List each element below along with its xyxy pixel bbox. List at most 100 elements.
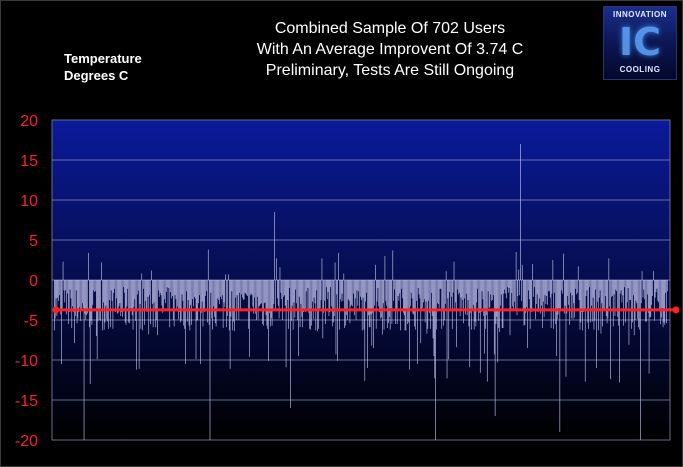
bar — [214, 280, 216, 324]
bar — [194, 280, 196, 299]
bar — [122, 280, 123, 317]
bar — [514, 280, 516, 309]
bar — [642, 280, 644, 298]
bar — [546, 280, 548, 296]
bar — [396, 280, 398, 324]
bar — [81, 280, 83, 304]
bar — [425, 280, 427, 302]
bar — [548, 280, 549, 292]
bar — [405, 280, 407, 331]
bar — [160, 280, 162, 296]
bar — [615, 280, 617, 290]
average-line-start-marker — [52, 306, 60, 314]
bar — [170, 280, 171, 292]
average-line-group — [52, 306, 680, 314]
bar — [356, 280, 358, 291]
bar — [517, 280, 519, 296]
bar — [569, 280, 570, 325]
bar — [626, 280, 627, 312]
bar — [157, 280, 158, 336]
bar — [339, 280, 340, 330]
bar — [479, 280, 480, 313]
bar — [529, 280, 531, 329]
bar — [353, 280, 354, 294]
bar — [533, 280, 534, 297]
bar — [142, 280, 143, 331]
bar — [377, 280, 379, 288]
bar — [537, 280, 539, 312]
bar — [192, 280, 193, 300]
bar — [162, 280, 164, 313]
bar — [106, 280, 108, 320]
bar — [115, 280, 116, 312]
bar — [54, 280, 55, 331]
bar — [113, 280, 115, 293]
bar — [90, 280, 92, 321]
bar — [220, 280, 221, 297]
bar — [580, 280, 582, 323]
bar — [640, 280, 641, 440]
bar — [607, 280, 609, 319]
bar — [507, 280, 509, 293]
bar — [447, 280, 449, 299]
bar — [360, 280, 361, 297]
bar — [446, 280, 448, 379]
bar — [87, 280, 88, 314]
bar — [503, 280, 505, 294]
bar — [89, 280, 91, 384]
bar — [617, 280, 618, 317]
bar — [603, 280, 604, 311]
bar — [661, 280, 663, 308]
bar — [66, 280, 67, 315]
bar — [410, 280, 412, 293]
bar — [346, 280, 347, 316]
bar — [222, 280, 224, 328]
bar — [552, 260, 554, 280]
bar — [308, 280, 310, 313]
bar — [554, 280, 555, 293]
bar — [254, 280, 255, 298]
bar — [420, 280, 422, 344]
bar — [376, 280, 378, 302]
bar — [571, 280, 573, 296]
bar — [243, 280, 245, 300]
bar — [276, 258, 277, 280]
bar — [64, 280, 66, 303]
bar — [70, 280, 72, 299]
bar — [251, 280, 253, 296]
bar — [137, 280, 139, 291]
bar — [577, 280, 578, 293]
bar — [215, 280, 217, 327]
bar — [57, 280, 59, 298]
bar — [379, 280, 380, 312]
bar — [465, 280, 466, 315]
bar — [98, 280, 100, 310]
bar — [172, 280, 174, 320]
bar — [606, 280, 608, 324]
bar — [648, 280, 650, 374]
bar — [659, 280, 660, 310]
bar — [359, 280, 360, 310]
bar — [108, 280, 109, 329]
bar — [613, 280, 615, 295]
bar — [291, 280, 293, 306]
bar — [99, 280, 101, 320]
bar — [69, 280, 71, 290]
bar — [581, 280, 583, 312]
bar — [174, 280, 176, 296]
y-tick-label: -20 — [15, 433, 38, 450]
bar — [298, 280, 300, 297]
bar — [229, 280, 231, 369]
logo-ic-mark: IC — [618, 20, 662, 64]
bar — [179, 280, 180, 312]
bar — [61, 280, 63, 311]
bar — [486, 280, 487, 316]
bar — [661, 280, 662, 318]
bar — [286, 280, 288, 308]
bar — [584, 280, 586, 382]
bar — [471, 280, 472, 330]
bar — [481, 280, 483, 292]
bar — [297, 280, 298, 320]
bar — [235, 280, 236, 298]
bar — [551, 280, 553, 294]
